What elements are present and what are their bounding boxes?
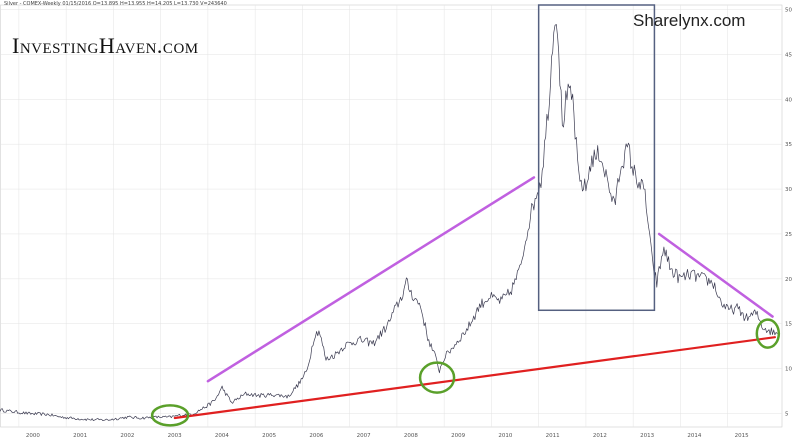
x-tick-label: 2003	[168, 433, 182, 439]
y-tick-label: 45	[785, 52, 792, 58]
x-tick-label: 2004	[215, 433, 229, 439]
bottom-marker-circle	[150, 404, 190, 427]
plot-frame	[0, 4, 783, 428]
support-trendline	[173, 336, 777, 420]
resistance-trendline	[206, 176, 536, 383]
y-tick-label: 35	[785, 142, 792, 148]
x-tick-label: 2011	[546, 433, 560, 439]
bottom-marker-circle	[418, 361, 456, 394]
chart-header-info: Silver - COMEX-Weekly 01/15/2016 O=13.89…	[4, 1, 227, 7]
resistance-trendline	[657, 232, 774, 318]
x-tick-label: 2005	[262, 433, 276, 439]
highlight-box	[537, 4, 656, 312]
sharelynx-logo: Sharelynx.com	[633, 11, 746, 30]
price-series-line	[0, 24, 778, 421]
x-tick-label: 2002	[120, 433, 134, 439]
y-tick-label: 5	[785, 412, 789, 418]
x-tick-label: 2001	[73, 433, 87, 439]
bottom-marker-circle	[755, 318, 781, 349]
y-tick-label: 10	[785, 367, 792, 373]
x-tick-label: 2013	[640, 433, 654, 439]
x-tick-label: 2009	[451, 433, 465, 439]
x-tick-label: 2014	[687, 433, 701, 439]
y-tick-label: 15	[785, 322, 792, 328]
x-tick-label: 2008	[404, 433, 418, 439]
y-tick-label: 40	[785, 97, 792, 103]
y-tick-label: 25	[785, 232, 792, 238]
x-tick-label: 2012	[593, 433, 607, 439]
investinghaven-logo: InvestingHaven.com	[12, 33, 199, 58]
x-tick-label: 2000	[26, 433, 40, 439]
x-tick-label: 2006	[309, 433, 323, 439]
x-tick-label: 2015	[735, 433, 749, 439]
y-tick-label: 50	[785, 7, 792, 13]
y-tick-label: 30	[785, 187, 792, 193]
x-tick-label: 2007	[357, 433, 371, 439]
x-tick-label: 2010	[498, 433, 512, 439]
y-tick-label: 20	[785, 277, 792, 283]
